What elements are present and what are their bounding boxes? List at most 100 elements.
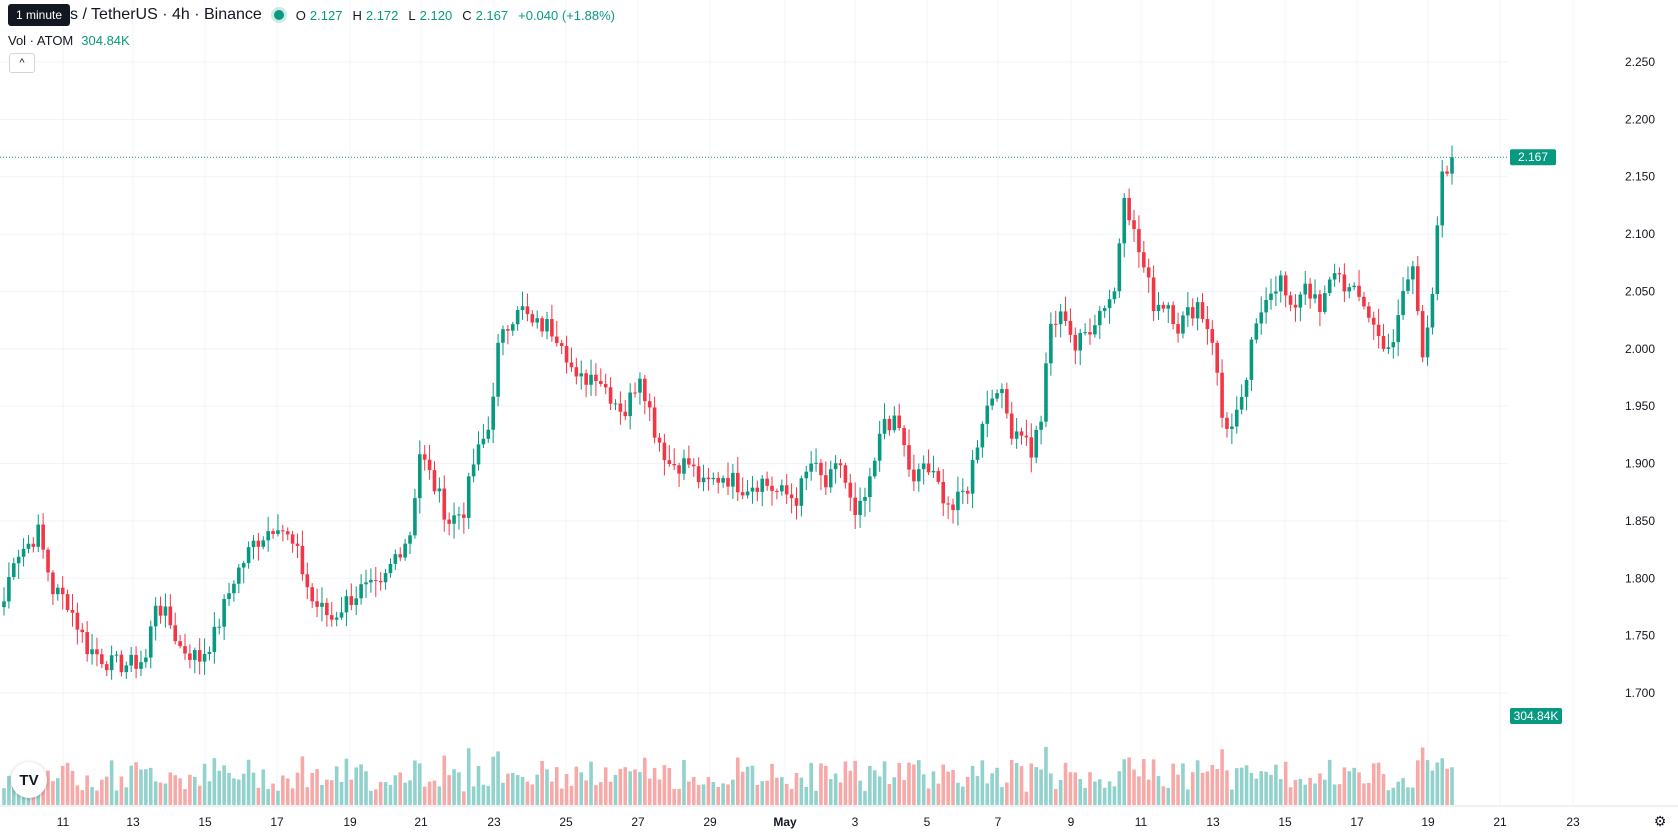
volume-bar (1044, 746, 1048, 805)
candle-body (1278, 275, 1283, 292)
candle-body (227, 593, 231, 600)
volume-bar (745, 766, 750, 805)
volume-bar (1230, 789, 1234, 805)
volume-bar (1156, 776, 1161, 805)
volume-bar (486, 785, 491, 805)
candle-body (364, 582, 368, 585)
volume-bar (1190, 772, 1195, 805)
candle-body (320, 602, 324, 607)
volume-bar (1425, 760, 1430, 805)
candle-body (936, 470, 941, 482)
volume-bar (584, 780, 588, 805)
candle-body (46, 549, 50, 573)
volume-bar (481, 784, 486, 805)
volume-bar (1415, 760, 1420, 805)
volume-bar (520, 776, 525, 805)
candle-body (980, 423, 985, 448)
volume-bar (1053, 789, 1058, 805)
volume-bar (413, 760, 417, 805)
volume-bar (178, 778, 182, 805)
volume-bar (515, 775, 520, 805)
volume-bar (1000, 787, 1004, 805)
volume-bar (447, 775, 451, 805)
candle-body (359, 584, 363, 599)
collapse-legend-button[interactable]: ^ (9, 53, 35, 73)
gear-icon[interactable]: ⚙ (1653, 813, 1667, 829)
interval-tooltip: 1 minute (8, 4, 71, 26)
volume-bar (1367, 782, 1371, 805)
candle-body (476, 444, 481, 465)
volume-bar (2, 788, 6, 805)
candle-body (687, 458, 691, 465)
candle-body (726, 477, 730, 487)
candle-body (961, 490, 965, 492)
time-tick-label: 11 (57, 815, 70, 829)
candle-body (188, 653, 192, 660)
volume-bar (657, 779, 662, 805)
candle-body (16, 556, 21, 564)
candle-body (814, 462, 818, 464)
candle-body (833, 463, 838, 470)
symbol-title[interactable]: s / TetherUS · 4h · Binance (70, 6, 262, 23)
volume-bar (506, 773, 510, 805)
volume-bar (1244, 765, 1249, 805)
volume-bar (1411, 787, 1415, 805)
tradingview-logo-icon[interactable]: TV (11, 762, 47, 798)
candle-body (1415, 266, 1420, 312)
candle-body (731, 472, 735, 487)
candle-body (1425, 327, 1430, 358)
candle-body (251, 540, 256, 548)
candle-body (956, 491, 960, 511)
candle-body (271, 531, 275, 534)
volume-bar (931, 771, 936, 805)
volume-bar (271, 783, 275, 805)
volume-bar (1083, 787, 1087, 805)
candle-body (192, 650, 197, 660)
candle-body (285, 531, 290, 535)
candle-body (780, 485, 784, 492)
volume-bar (364, 771, 368, 805)
candle-body (1039, 421, 1043, 430)
volume-bar (1127, 757, 1131, 805)
candle-body (496, 342, 500, 397)
candle-body (1411, 266, 1415, 280)
candle-body (207, 651, 212, 655)
volume-bar (466, 748, 471, 805)
volume-bar (540, 761, 544, 805)
volume-bar (525, 781, 530, 805)
candle-body (1303, 283, 1308, 295)
volume-bar (432, 780, 437, 805)
volume-bar (109, 760, 114, 805)
volume-bar (1264, 771, 1268, 805)
candle-body (1078, 333, 1083, 351)
candle-body (916, 469, 921, 482)
candle-body (809, 463, 813, 472)
volume-bar (11, 777, 16, 805)
volume-bar (1161, 786, 1166, 805)
volume-bar (1112, 786, 1117, 805)
volume-bar (1440, 758, 1445, 805)
volume-bar (599, 782, 603, 805)
candle-body (1058, 311, 1063, 325)
candle-body (1132, 220, 1136, 230)
candle-body (1362, 296, 1366, 307)
time-tick-label: 5 (924, 815, 931, 829)
volume-bar (1029, 763, 1034, 805)
volume-bar (325, 779, 329, 805)
volume-bar (794, 772, 799, 805)
volume-bar (559, 788, 564, 805)
volume-bar (41, 779, 45, 805)
candle-body (1161, 304, 1166, 309)
candle-body (863, 497, 867, 501)
candle-body (1190, 307, 1195, 319)
candle-body (144, 657, 148, 663)
volume-bar (1102, 787, 1107, 805)
candle-body (721, 477, 725, 483)
volume-bar (652, 767, 657, 805)
volume-bar (594, 785, 598, 805)
candle-body (217, 626, 222, 628)
candle-body (1009, 413, 1014, 439)
volume-bar (119, 776, 124, 805)
high-label: H (352, 7, 362, 23)
